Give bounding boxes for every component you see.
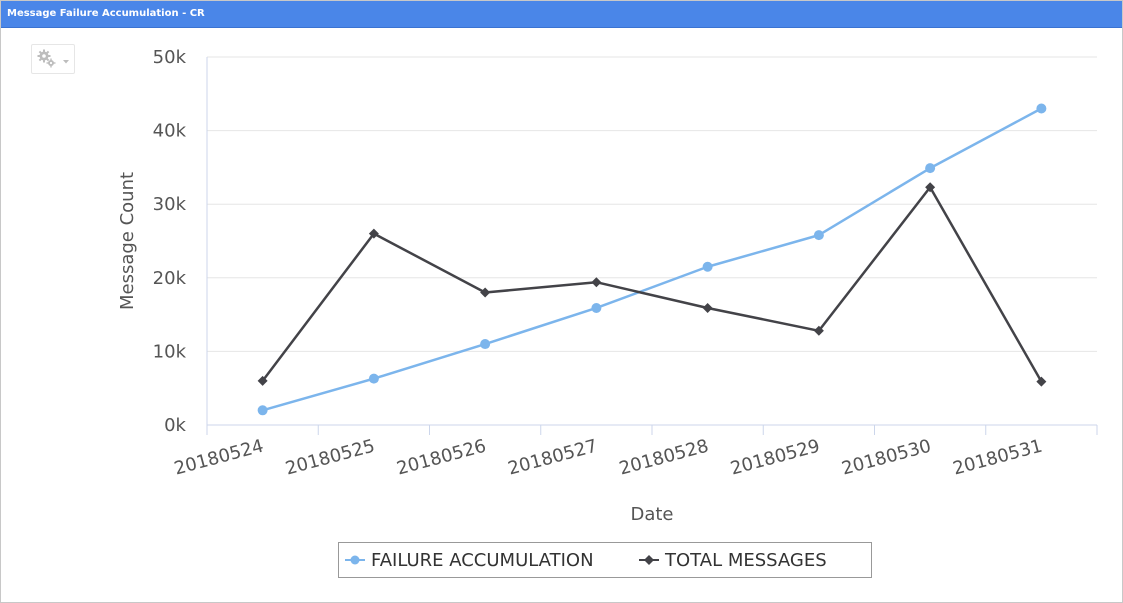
chart-options-button[interactable] bbox=[31, 44, 75, 74]
data-point bbox=[591, 277, 602, 288]
chart-legend: FAILURE ACCUMULATION TOTAL MESSAGES bbox=[338, 542, 872, 578]
y-tick-label: 40k bbox=[153, 121, 187, 142]
x-tick-label: 20180525 bbox=[283, 436, 377, 480]
data-point bbox=[702, 261, 713, 272]
y-tick-label: 10k bbox=[153, 341, 187, 362]
y-tick-label: 50k bbox=[153, 47, 187, 68]
chevron-down-icon bbox=[63, 60, 69, 64]
data-point bbox=[257, 405, 268, 416]
data-point bbox=[480, 339, 491, 350]
y-axis-title: Message Count bbox=[117, 172, 138, 310]
x-axis-title: Date bbox=[630, 504, 673, 525]
legend-item-total-messages[interactable]: TOTAL MESSAGES bbox=[639, 549, 827, 571]
data-point bbox=[1036, 103, 1047, 114]
data-point bbox=[368, 373, 379, 384]
data-point bbox=[813, 230, 824, 241]
x-tick-label: 20180527 bbox=[506, 436, 600, 480]
data-point bbox=[1036, 376, 1047, 387]
x-tick-label: 20180526 bbox=[394, 436, 488, 480]
panel-title-bar: Message Failure Accumulation - CR bbox=[1, 1, 1122, 28]
data-point bbox=[368, 228, 379, 239]
data-point bbox=[480, 287, 491, 298]
x-tick-label: 20180530 bbox=[839, 436, 933, 480]
circle-marker-icon bbox=[345, 555, 365, 565]
data-point bbox=[591, 302, 602, 313]
x-tick-label: 20180529 bbox=[728, 436, 822, 480]
data-point bbox=[925, 182, 936, 193]
data-point bbox=[257, 375, 268, 386]
y-tick-label: 20k bbox=[153, 268, 187, 289]
legend-label: TOTAL MESSAGES bbox=[665, 549, 827, 571]
data-point bbox=[813, 325, 824, 336]
x-tick-label: 20180528 bbox=[617, 436, 711, 480]
y-tick-label: 0k bbox=[164, 415, 186, 436]
series-line-1 bbox=[261, 186, 1043, 383]
data-point bbox=[925, 163, 936, 174]
panel-title: Message Failure Accumulation - CR bbox=[7, 8, 205, 19]
x-tick-label: 20180531 bbox=[951, 436, 1045, 480]
x-tick-label: 20180524 bbox=[172, 436, 266, 480]
line-chart: 0k 10k 20k 30k 40k 50k 20180524 20180525 2018052… bbox=[117, 47, 1098, 525]
series-line-0 bbox=[262, 107, 1042, 412]
data-point bbox=[702, 302, 713, 313]
y-tick-label: 30k bbox=[153, 194, 187, 215]
legend-item-failure-accumulation[interactable]: FAILURE ACCUMULATION bbox=[345, 549, 594, 571]
legend-label: FAILURE ACCUMULATION bbox=[371, 549, 594, 571]
gear-icon bbox=[37, 49, 56, 68]
diamond-marker-icon bbox=[639, 555, 659, 565]
